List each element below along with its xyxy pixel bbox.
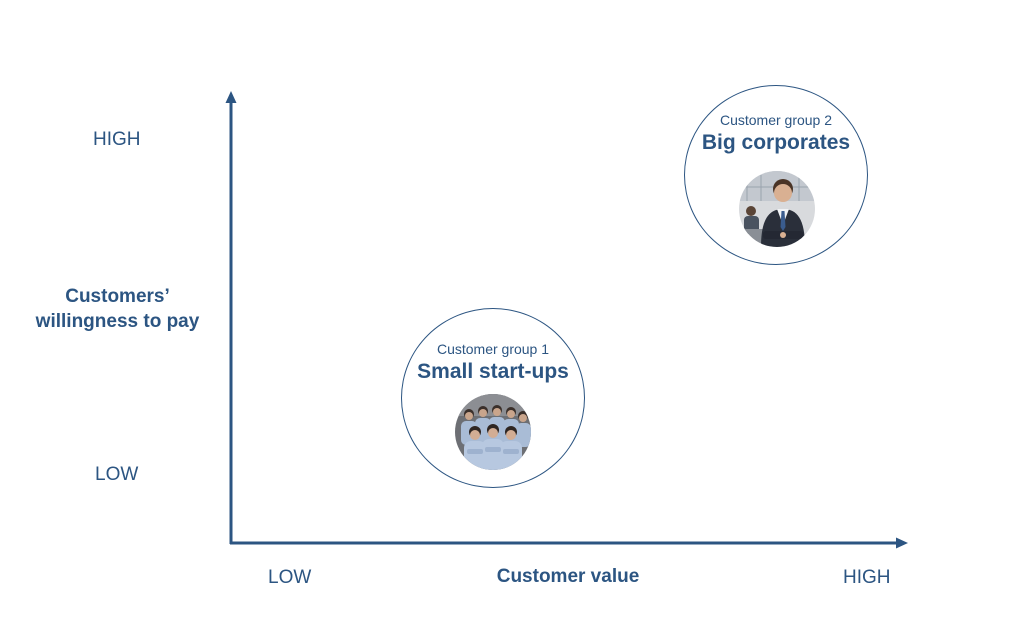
y-axis-title-line2: willingness to pay (35, 311, 200, 332)
x-axis-arrowhead (896, 537, 908, 549)
x-axis-low-label: LOW (268, 567, 312, 588)
customer-group-1-circle: Customer group 1 Small start-ups (401, 308, 585, 488)
customer-group-1-subtitle: Customer group 1 (436, 341, 550, 357)
group-of-people-photo (455, 394, 531, 470)
y-axis-arrowhead (225, 91, 237, 103)
customer-group-2-title: Big corporates (701, 131, 851, 154)
businessman-photo (739, 171, 815, 247)
customer-group-2-circle: Customer group 2 Big corporates (684, 85, 868, 265)
y-axis-low-label: LOW (95, 464, 139, 485)
y-axis-high-label: HIGH (93, 129, 141, 150)
y-axis-title: Customers’ willingness to pay (20, 284, 215, 334)
x-axis-title: Customer value (496, 566, 640, 587)
x-axis-high-label: HIGH (843, 567, 891, 588)
y-axis-title-line1: Customers’ (65, 286, 170, 307)
customer-group-1-title: Small start-ups (417, 360, 569, 383)
customer-group-2-subtitle: Customer group 2 (719, 112, 833, 128)
